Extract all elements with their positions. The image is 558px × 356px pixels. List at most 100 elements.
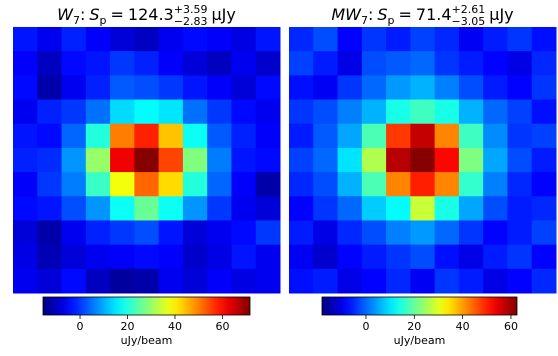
heatmap-cell bbox=[410, 27, 435, 52]
heatmap-cell bbox=[532, 75, 557, 100]
figure: W7:Sp=124.3+3.59−2.83μJy0204060uJy/beamM… bbox=[0, 0, 558, 352]
title-part: = bbox=[111, 5, 124, 24]
colorbar-tick-label: 40 bbox=[168, 320, 182, 333]
heatmap-cell bbox=[483, 220, 508, 245]
heatmap-cell bbox=[289, 172, 314, 197]
title-part: μJy bbox=[489, 5, 513, 24]
heatmap-cell bbox=[256, 75, 281, 100]
heatmap-cell bbox=[386, 196, 411, 221]
heatmap-cell bbox=[62, 269, 87, 294]
heatmap-cell bbox=[183, 196, 208, 221]
heatmap-cell bbox=[483, 51, 508, 76]
heatmap-cell bbox=[110, 269, 135, 294]
colorbar-tick-label: 20 bbox=[121, 320, 135, 333]
heatmap-cell bbox=[256, 245, 281, 270]
heatmap-cell bbox=[289, 220, 314, 245]
heatmap-cell bbox=[183, 245, 208, 270]
heatmap-cell bbox=[231, 172, 256, 197]
heatmap-cell bbox=[110, 245, 135, 270]
heatmap-cell bbox=[459, 100, 484, 125]
heatmap-cell bbox=[134, 148, 159, 173]
heatmap-cell bbox=[435, 75, 460, 100]
heatmap-cell bbox=[362, 148, 387, 173]
heatmap-cell bbox=[37, 220, 62, 245]
title-part: p bbox=[388, 14, 395, 27]
heatmap-cell bbox=[62, 75, 87, 100]
heatmap-cell bbox=[435, 148, 460, 173]
heatmap-cell bbox=[62, 245, 87, 270]
heatmap-cell bbox=[134, 75, 159, 100]
heatmap-cell bbox=[338, 196, 363, 221]
heatmap-cell bbox=[507, 124, 532, 149]
heatmap-cell bbox=[37, 75, 62, 100]
heatmap-cell bbox=[410, 172, 435, 197]
heatmap-cell bbox=[289, 148, 314, 173]
heatmap-cell bbox=[459, 172, 484, 197]
heatmap-cell bbox=[289, 100, 314, 125]
heatmap-cell bbox=[507, 220, 532, 245]
heatmap-cell bbox=[313, 196, 338, 221]
heatmap-cell bbox=[159, 245, 184, 270]
heatmap-cell bbox=[435, 100, 460, 125]
heatmap-cell bbox=[110, 196, 135, 221]
title-part: 7 bbox=[361, 14, 368, 27]
heatmap-cell bbox=[435, 51, 460, 76]
heatmap-cell bbox=[134, 100, 159, 125]
heatmap-cell bbox=[507, 245, 532, 270]
heatmap-cell bbox=[13, 124, 38, 149]
heatmap-cell bbox=[532, 196, 557, 221]
heatmap-cell bbox=[362, 245, 387, 270]
heatmap-cell bbox=[134, 27, 159, 52]
colorbar-tick-label: 60 bbox=[504, 320, 518, 333]
heatmap-cell bbox=[507, 27, 532, 52]
heatmap-cell bbox=[134, 196, 159, 221]
heatmap-panel bbox=[13, 27, 281, 294]
heatmap-cell bbox=[313, 27, 338, 52]
heatmap-cell bbox=[362, 172, 387, 197]
heatmap-cell bbox=[386, 124, 411, 149]
heatmap-cell bbox=[313, 148, 338, 173]
heatmap-cell bbox=[207, 27, 232, 52]
heatmap-cell bbox=[183, 220, 208, 245]
heatmap-cell bbox=[459, 245, 484, 270]
heatmap-cell bbox=[37, 172, 62, 197]
heatmap-cell bbox=[62, 220, 87, 245]
heatmap-cell bbox=[338, 245, 363, 270]
heatmap-cell bbox=[338, 269, 363, 294]
heatmap-cell bbox=[338, 124, 363, 149]
heatmap-cell bbox=[386, 51, 411, 76]
heatmap-cell bbox=[338, 75, 363, 100]
heatmap-cell bbox=[483, 75, 508, 100]
heatmap-cell bbox=[159, 51, 184, 76]
heatmap-cell bbox=[532, 27, 557, 52]
title-part: p bbox=[100, 14, 107, 27]
heatmap-cell bbox=[435, 245, 460, 270]
heatmap-cell bbox=[37, 27, 62, 52]
title-part: : bbox=[368, 5, 373, 24]
heatmap-cell bbox=[313, 245, 338, 270]
heatmap-cell bbox=[289, 75, 314, 100]
heatmap-cell bbox=[13, 245, 38, 270]
heatmap-cell bbox=[362, 269, 387, 294]
colorbar-tick-label: 40 bbox=[456, 320, 470, 333]
heatmap-cell bbox=[313, 75, 338, 100]
heatmap-cell bbox=[86, 51, 111, 76]
heatmap-cell bbox=[207, 172, 232, 197]
heatmap-cell bbox=[159, 27, 184, 52]
heatmap-cell bbox=[110, 27, 135, 52]
heatmap-cell bbox=[362, 51, 387, 76]
heatmap-cell bbox=[86, 196, 111, 221]
colorbar-tick-label: 20 bbox=[407, 320, 421, 333]
heatmap-cell bbox=[134, 220, 159, 245]
title-part: μJy bbox=[211, 5, 235, 24]
heatmap-cell bbox=[410, 245, 435, 270]
heatmap-cell bbox=[532, 51, 557, 76]
colorbar-label: uJy/beam bbox=[394, 334, 446, 347]
heatmap-cell bbox=[289, 124, 314, 149]
heatmap-cell bbox=[483, 269, 508, 294]
heatmap-cell bbox=[159, 148, 184, 173]
heatmap-cell bbox=[459, 51, 484, 76]
heatmap-cell bbox=[410, 269, 435, 294]
heatmap-cell bbox=[37, 245, 62, 270]
heatmap-cell bbox=[13, 220, 38, 245]
